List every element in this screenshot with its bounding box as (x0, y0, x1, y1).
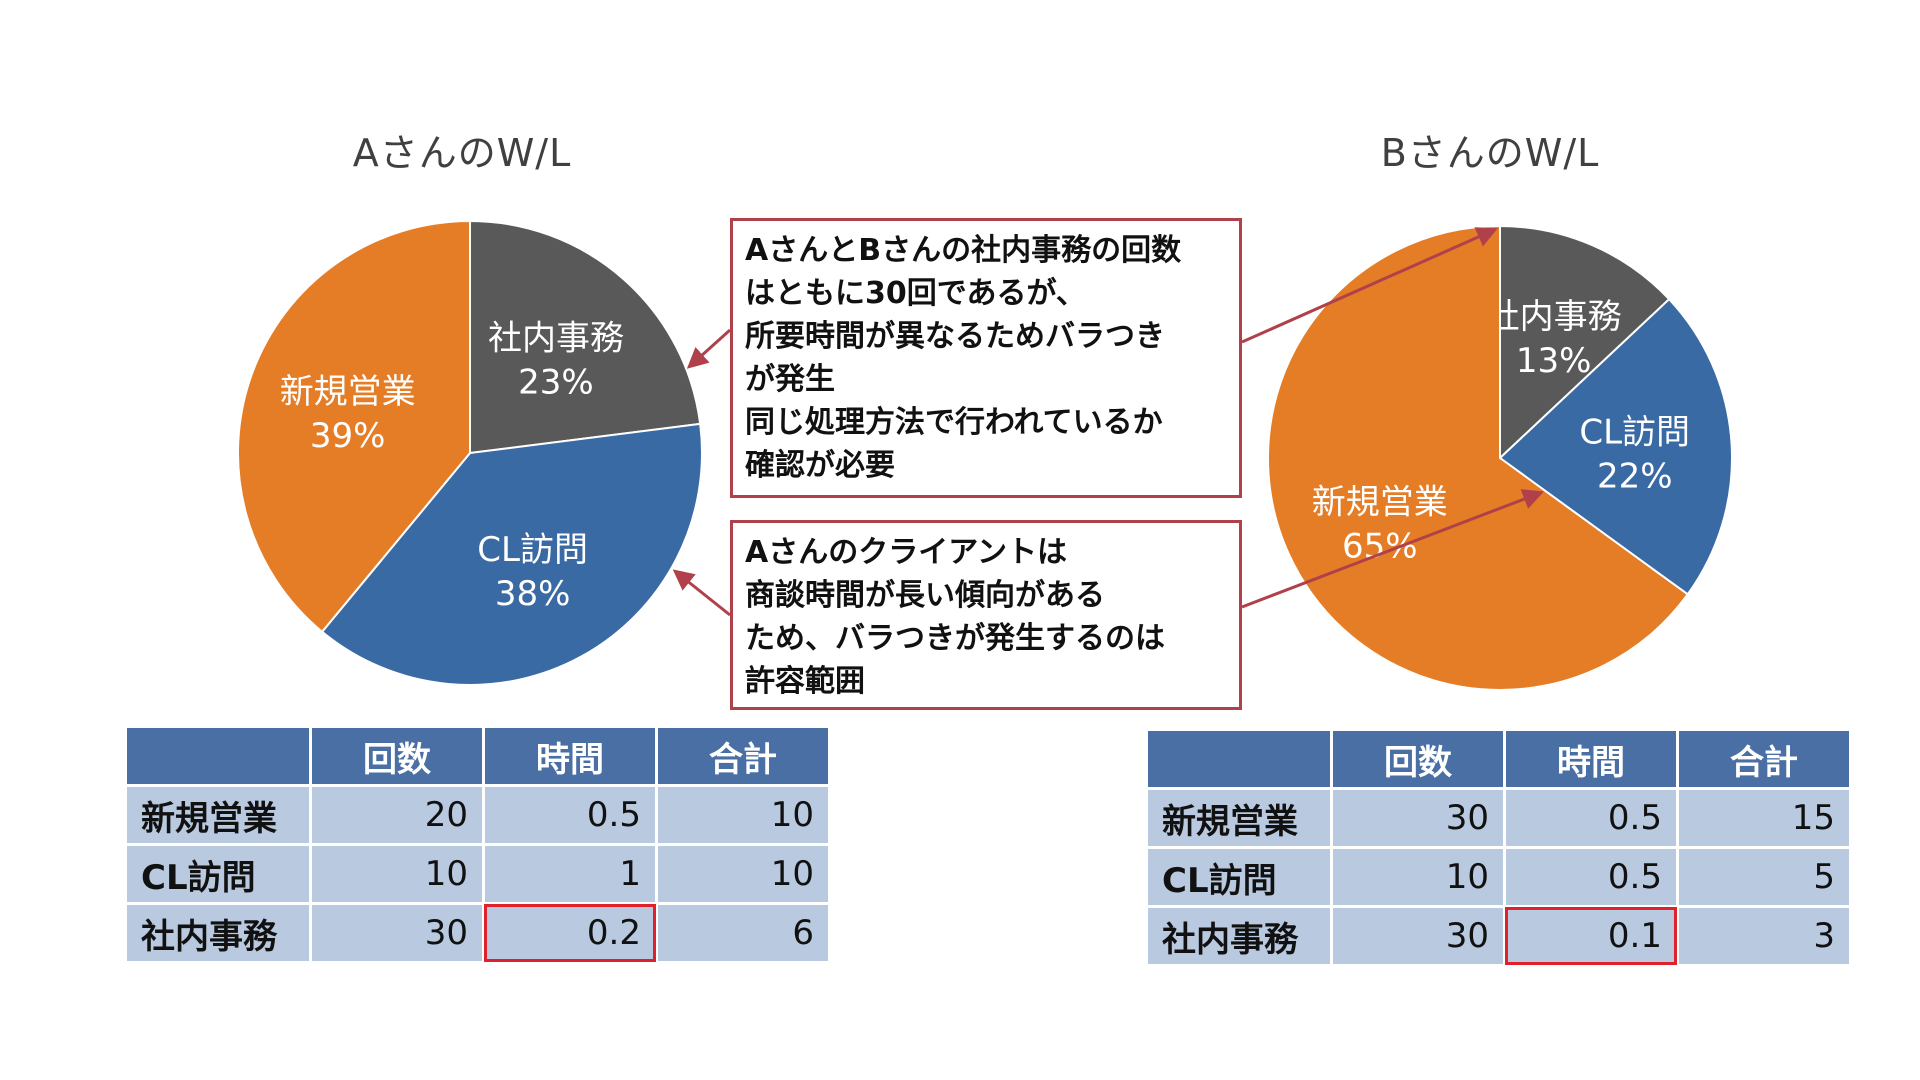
slice-percent: 65% (1342, 526, 1418, 566)
table-header-blank (127, 728, 309, 784)
pie-slice (1498, 297, 1733, 596)
slice-percent: 23% (518, 362, 594, 402)
slice-percent: 39% (310, 416, 386, 456)
workload-table-a: 回数 時間 合計 新規営業 20 0.5 10 CL訪問 10 1 10 社内事… (124, 725, 831, 964)
row-label: 新規営業 (1148, 790, 1330, 846)
slice-percent: 13% (1516, 341, 1592, 381)
cell-time: 0.5 (485, 787, 655, 843)
callout-line: 商談時間が長い傾向がある (745, 578, 1105, 613)
chart-title-b: BさんのW/L (1380, 131, 1600, 175)
table-header: 合計 (1679, 731, 1849, 787)
slice-label: CL訪問 (477, 530, 588, 570)
cell-total: 10 (658, 846, 828, 902)
cell-count: 30 (312, 905, 482, 961)
cell-time-highlighted: 0.2 (484, 904, 656, 962)
slice-label: 社内事務 (488, 318, 624, 358)
slice-percent: 22% (1597, 457, 1673, 497)
slice-label: 社内事務 (1486, 297, 1622, 337)
slice-label: CL訪問 (1579, 413, 1690, 453)
callout-line: はともに30回であるが、 (745, 276, 1086, 311)
workload-table-b: 回数 時間 合計 新規営業 30 0.5 15 CL訪問 10 0.5 5 社内… (1145, 728, 1852, 967)
table-header: 回数 (1333, 731, 1503, 787)
row-label: 社内事務 (127, 905, 309, 961)
table-row: 社内事務 30 0.1 3 (1148, 907, 1849, 965)
table-row: 新規営業 20 0.5 10 (127, 787, 828, 843)
cell-count: 30 (1333, 908, 1503, 964)
pie-slice (1499, 224, 1671, 461)
table-header: 時間 (485, 728, 655, 784)
cell-time: 1 (485, 846, 655, 902)
pie-slice (320, 422, 703, 686)
cell-total: 5 (1679, 849, 1849, 905)
cell-time: 0.5 (1506, 849, 1676, 905)
callout-line: ため、バラつきが発生するのは (745, 621, 1165, 656)
cell-total: 10 (658, 787, 828, 843)
slice-label: 新規営業 (1312, 482, 1448, 522)
row-label: CL訪問 (1148, 849, 1330, 905)
slice-label: 新規営業 (280, 372, 416, 412)
callout-line: が発生 (745, 362, 835, 397)
callout-client-visit: Aさんのクライアントは 商談時間が長い傾向がある ため、バラつきが発生するのは … (730, 520, 1242, 710)
pie-slice (237, 219, 471, 634)
cell-time: 0.5 (1506, 790, 1676, 846)
table-row: CL訪問 10 0.5 5 (1148, 849, 1849, 905)
cell-total: 3 (1679, 908, 1849, 964)
row-label: CL訪問 (127, 846, 309, 902)
callout-line: 同じ処理方法で行われているか (745, 405, 1163, 440)
table-header-blank (1148, 731, 1330, 787)
table-row: CL訪問 10 1 10 (127, 846, 828, 902)
slice-percent: 38% (495, 574, 571, 614)
pie-slice (469, 219, 702, 455)
table-row: 新規営業 30 0.5 15 (1148, 790, 1849, 846)
cell-total: 6 (658, 905, 828, 961)
cell-count: 20 (312, 787, 482, 843)
table-header: 時間 (1506, 731, 1676, 787)
callout-line: 確認が必要 (745, 448, 895, 483)
callout-line: 許容範囲 (745, 664, 865, 699)
table-header: 合計 (658, 728, 828, 784)
table-row: 社内事務 30 0.2 6 (127, 904, 828, 962)
table-header: 回数 (312, 728, 482, 784)
row-label: 社内事務 (1148, 908, 1330, 964)
callout-line: 所要時間が異なるためバラつき (745, 319, 1165, 354)
callout-office-work: AさんとBさんの社内事務の回数 はともに30回であるが、 所要時間が異なるためバ… (730, 218, 1242, 498)
cell-count: 10 (1333, 849, 1503, 905)
cell-count: 30 (1333, 790, 1503, 846)
callout-line: AさんとBさんの社内事務の回数 (745, 233, 1182, 268)
row-label: 新規営業 (127, 787, 309, 843)
chart-title-a: AさんのW/L (352, 131, 572, 175)
cell-time-highlighted: 0.1 (1505, 907, 1677, 965)
cell-count: 10 (312, 846, 482, 902)
callout-line: Aさんのクライアントは (745, 535, 1068, 570)
cell-total: 15 (1679, 790, 1849, 846)
